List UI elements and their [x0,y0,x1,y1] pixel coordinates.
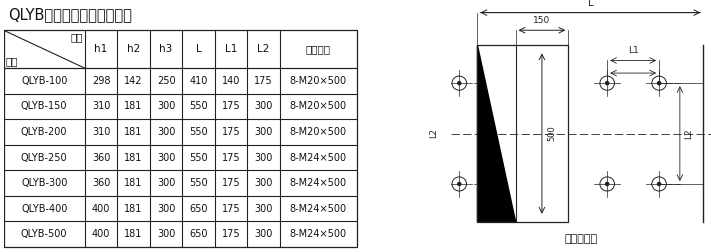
Text: QLYB-200: QLYB-200 [21,127,68,137]
Text: 181: 181 [124,204,143,214]
Text: QLYB-250: QLYB-250 [21,152,68,163]
Text: 300: 300 [157,152,176,163]
Text: 298: 298 [92,76,110,86]
Circle shape [458,182,461,185]
Text: 300: 300 [255,229,273,239]
Text: 650: 650 [189,229,208,239]
Text: 181: 181 [124,127,143,137]
Text: QLYB-100: QLYB-100 [21,76,68,86]
Text: 650: 650 [189,204,208,214]
Text: L2: L2 [684,128,693,139]
Text: 175: 175 [222,229,240,239]
Bar [478,45,568,222]
Text: 310: 310 [92,127,110,137]
Bar [4,30,357,247]
Text: 550: 550 [189,152,208,163]
Text: 175: 175 [255,76,273,86]
Text: QLYB摇摆式系列启闭机参数: QLYB摇摆式系列启闭机参数 [8,8,132,23]
Circle shape [458,82,461,85]
Text: 360: 360 [92,178,110,188]
Text: 参数: 参数 [70,32,83,42]
Circle shape [606,82,609,85]
Text: QLYB-150: QLYB-150 [21,102,68,111]
Text: h1: h1 [95,44,107,54]
Text: 181: 181 [124,152,143,163]
Text: 300: 300 [157,229,176,239]
Text: h3: h3 [159,44,173,54]
Text: 地脚螺栓: 地脚螺栓 [306,44,331,54]
Text: 8-M24×500: 8-M24×500 [289,178,347,188]
Text: h2: h2 [127,44,140,54]
Text: 8-M20×500: 8-M20×500 [289,127,347,137]
Text: L2: L2 [257,44,269,54]
Text: 140: 140 [222,76,240,86]
Text: 8-M24×500: 8-M24×500 [289,229,347,239]
Text: L1: L1 [225,44,237,54]
Text: QLYB-300: QLYB-300 [21,178,68,188]
Text: L: L [587,0,593,8]
Text: 550: 550 [189,178,208,188]
Text: 基础布置图: 基础布置图 [565,234,598,244]
Text: 250: 250 [157,76,176,86]
Text: 8-M24×500: 8-M24×500 [289,204,347,214]
Text: 181: 181 [124,229,143,239]
Polygon shape [478,45,515,222]
Text: QLYB-400: QLYB-400 [21,204,68,214]
Text: 300: 300 [255,204,273,214]
Text: 410: 410 [189,76,208,86]
Text: L: L [196,44,201,54]
Text: 142: 142 [124,76,143,86]
Text: 300: 300 [157,178,176,188]
Text: 175: 175 [222,102,240,111]
Text: 175: 175 [222,152,240,163]
Text: 8-M20×500: 8-M20×500 [289,76,347,86]
Text: 550: 550 [189,127,208,137]
Text: QLYB-500: QLYB-500 [21,229,68,239]
Text: 181: 181 [124,102,143,111]
Text: 300: 300 [157,102,176,111]
Text: 175: 175 [222,178,240,188]
Text: 400: 400 [92,204,110,214]
Text: 181: 181 [124,178,143,188]
Text: 360: 360 [92,152,110,163]
Text: 300: 300 [157,204,176,214]
Text: 300: 300 [255,102,273,111]
Circle shape [658,182,661,185]
Text: 310: 310 [92,102,110,111]
Text: 300: 300 [255,127,273,137]
Text: 8-M24×500: 8-M24×500 [289,152,347,163]
Text: 8-M20×500: 8-M20×500 [289,102,347,111]
Text: 500: 500 [547,126,556,141]
Text: 300: 300 [255,152,273,163]
Text: L1: L1 [628,46,638,55]
Text: 550: 550 [189,102,208,111]
Text: 175: 175 [222,204,240,214]
Circle shape [658,82,661,85]
Circle shape [606,182,609,185]
Text: 150: 150 [533,16,550,25]
Text: 400: 400 [92,229,110,239]
Text: L2: L2 [429,129,439,139]
Text: 型号: 型号 [6,57,18,67]
Text: 300: 300 [255,178,273,188]
Text: 175: 175 [222,127,240,137]
Text: 300: 300 [157,127,176,137]
